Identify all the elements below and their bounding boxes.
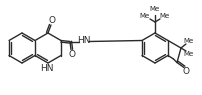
Text: O: O <box>48 16 56 25</box>
Text: HN: HN <box>40 64 54 73</box>
Text: Me: Me <box>184 38 194 44</box>
Text: O: O <box>68 50 76 59</box>
Text: HN: HN <box>77 36 91 45</box>
Text: Me: Me <box>184 51 194 57</box>
Text: Me: Me <box>160 13 170 19</box>
Text: O: O <box>183 66 190 76</box>
Text: Me: Me <box>150 6 160 12</box>
Text: Me: Me <box>140 13 150 19</box>
